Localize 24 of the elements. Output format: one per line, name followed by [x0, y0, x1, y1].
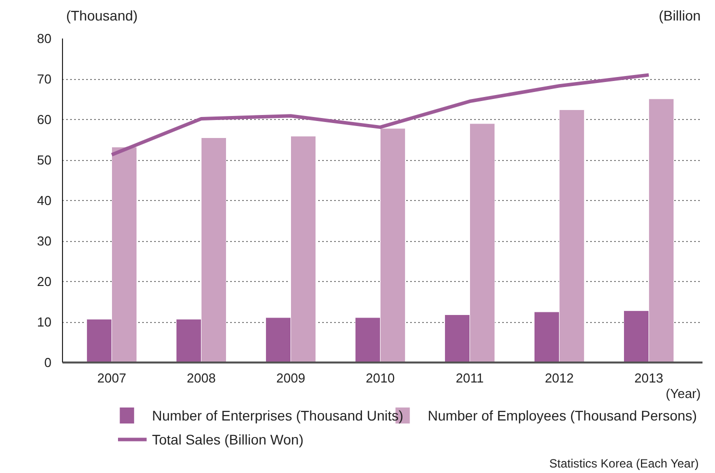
legend-label: Number of Employees (Thousand Persons): [428, 408, 697, 424]
legend-label: Total Sales (Billion Won): [152, 432, 304, 448]
x-tick-label: 2013: [634, 370, 664, 386]
x-tick-label: 2007: [97, 370, 126, 386]
y-tick-label: 0: [44, 355, 52, 370]
x-tick-label: 2010: [366, 370, 395, 386]
y-tick-label: 50: [37, 152, 52, 168]
y-tick-label: 30: [37, 234, 52, 248]
line-series: [110, 73, 651, 156]
y-axis-title: (Thousand): [66, 8, 138, 24]
y-tick-label: 40: [37, 193, 52, 208]
x-tick-label: 2012: [544, 370, 574, 386]
y-tick-label: 10: [37, 314, 52, 330]
text: Statistics Korea (Each Year): [549, 456, 699, 470]
x-axis-title: (Year): [666, 386, 701, 401]
y-tick-label: 20: [37, 274, 52, 289]
y-tick-label: 70: [37, 72, 52, 86]
x-tick-label: 2008: [186, 370, 216, 386]
y-tick-label: 60: [37, 112, 52, 127]
x-tick-label: 2011: [456, 370, 484, 386]
x-tick-label: 2009: [276, 370, 306, 386]
y-tick-label: 80: [37, 31, 52, 46]
y2-axis-title: (Billion: [658, 8, 701, 24]
legend-label: Number of Enterprises (Thousand Units): [152, 408, 404, 424]
